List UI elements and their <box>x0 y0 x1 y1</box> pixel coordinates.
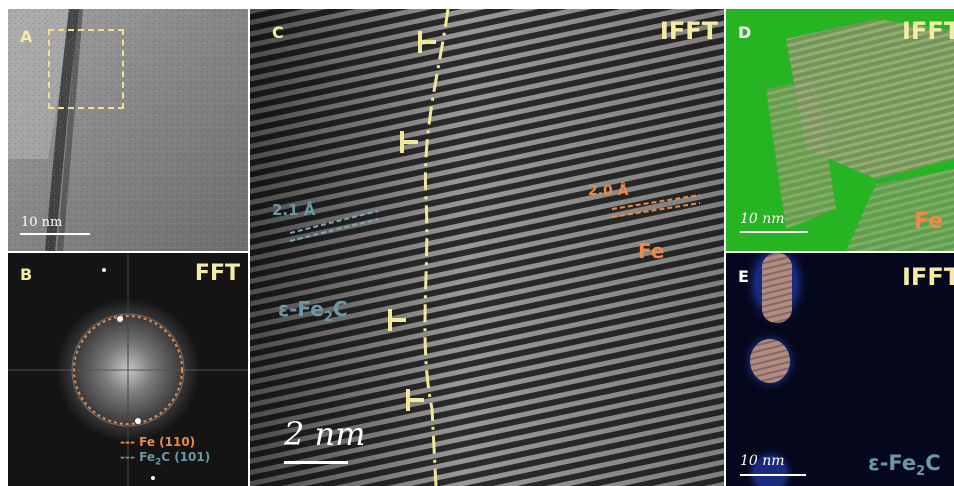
fft-pattern <box>8 253 248 486</box>
legend-item-fe: --- Fe (110) <box>120 435 196 449</box>
panel-b-fft: B FFT --- Fe (110) --- Fe2C (101) <box>8 253 248 486</box>
scale-label: 10 nm <box>740 453 785 469</box>
fe-phase-label: Fe <box>914 209 944 234</box>
dislocation-markers <box>388 31 436 411</box>
scale-bar <box>740 474 806 476</box>
legend: --- Fe (110) --- Fe2C (101) <box>120 435 210 467</box>
panel-label: B <box>20 265 33 284</box>
carbide-phase-label: ε-Fe2C <box>278 297 348 325</box>
panel-label: D <box>738 23 752 42</box>
scale-bar <box>740 231 808 233</box>
fe-spacing-label: 2.0 Å <box>588 183 629 199</box>
panel-c-ifft-fringes: C IFFT 2.1 Å 2.0 Å Fe ε-Fe2C 2 nm <box>250 9 724 486</box>
scale-label: 10 nm <box>740 211 785 227</box>
lattice-fringe-image <box>250 9 724 486</box>
panel-label: E <box>738 267 749 286</box>
panel-e-ifft-carbide: E IFFT 10 nm ε-Fe2C <box>726 253 954 486</box>
fe-spacing-lines <box>611 194 701 218</box>
ifft-tag: IFFT <box>659 17 718 45</box>
panel-label: A <box>20 27 33 46</box>
ifft-tag: IFFT <box>902 263 954 291</box>
carbide-phase-label: ε-Fe2C <box>868 451 941 480</box>
panel-d-ifft-fe: D IFFT Fe 10 nm <box>726 9 954 251</box>
scale-bar <box>20 233 90 235</box>
carbide-phase-map <box>726 253 954 486</box>
fe-phase-map <box>726 9 954 251</box>
fe-phase-label: Fe <box>638 239 665 263</box>
carbide-spacing-label: 2.1 Å <box>272 201 316 219</box>
selection-box <box>48 29 124 109</box>
carbide-spacing-lines <box>289 210 379 242</box>
panel-label: C <box>272 23 284 42</box>
panel-a-tem-image: A 10 nm <box>8 9 248 251</box>
scale-bar <box>284 461 348 464</box>
scale-label: 10 nm <box>21 215 63 230</box>
ifft-tag: IFFT <box>902 17 954 45</box>
legend-item-fe2c: --- Fe2C (101) <box>120 450 211 468</box>
fft-tag: FFT <box>194 261 240 286</box>
scale-label: 2 nm <box>284 415 366 453</box>
tem-micrograph <box>8 9 248 251</box>
